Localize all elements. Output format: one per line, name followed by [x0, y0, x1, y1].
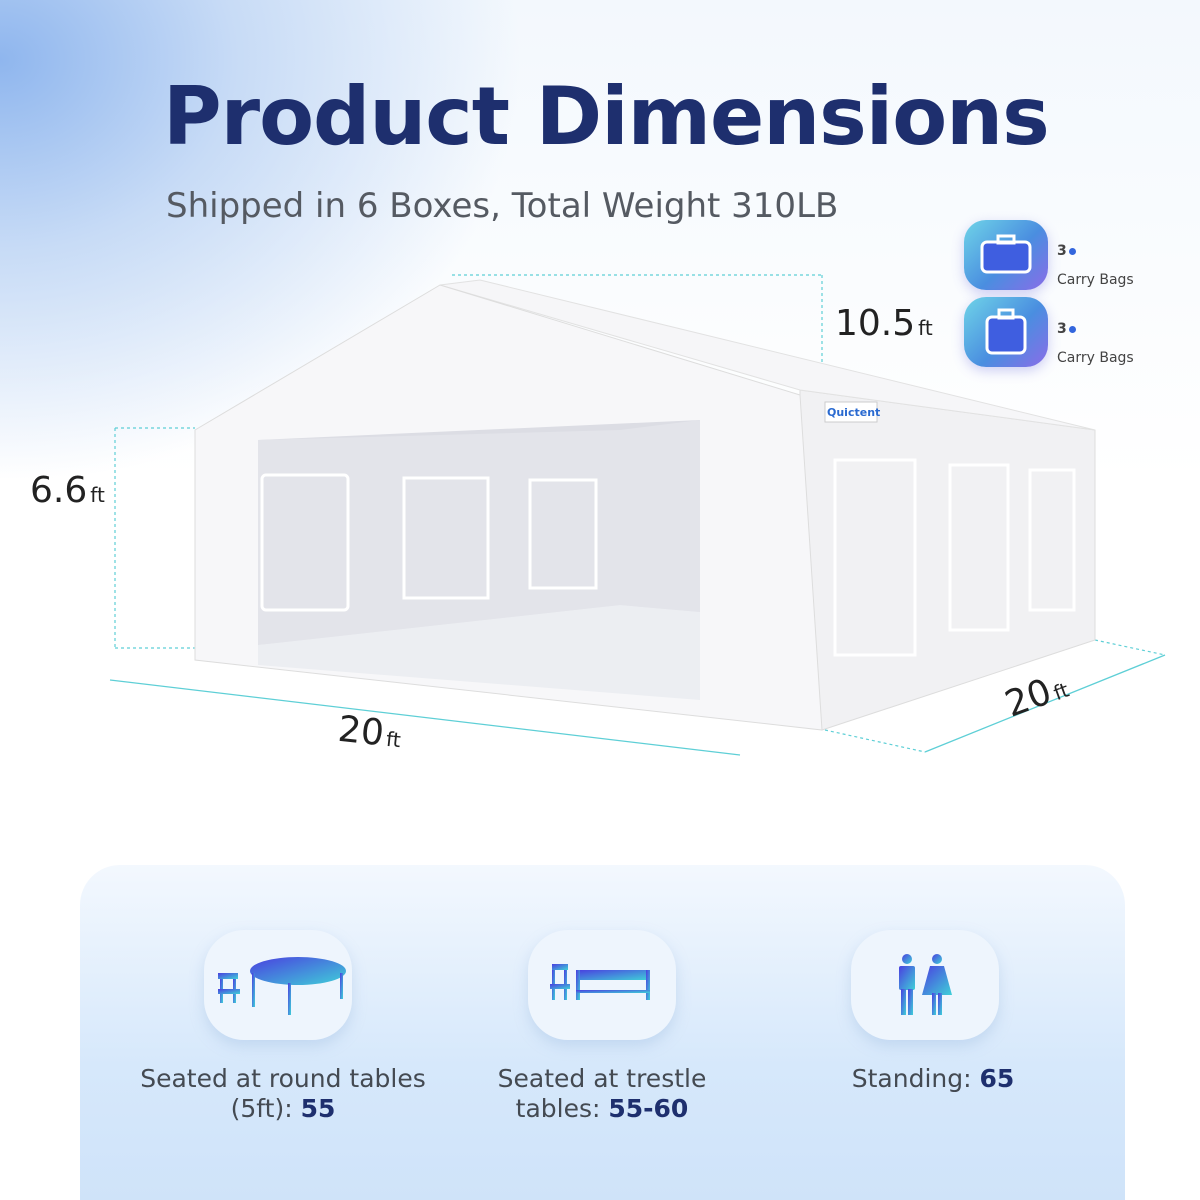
capacity-standing: Standing: 65	[851, 1064, 1015, 1093]
width-label: 20ft	[336, 708, 402, 755]
side-height-label: 6.6 ft	[30, 470, 105, 511]
round-table-chair-icon	[204, 930, 352, 1040]
standing-people-icon	[851, 930, 999, 1040]
inner-windows	[260, 473, 598, 612]
tent-illustration: Quictent	[109, 274, 1166, 756]
capacity-round-tables: Seated at round tables (5ft): 55	[140, 1064, 426, 1123]
measure-lines	[109, 654, 1166, 756]
duffel-bag-icon	[964, 220, 1048, 290]
shipping-subtitle: Shipped in 6 Boxes, Total Weight 310LB	[166, 186, 839, 226]
carry-bags-2: 3 Carry Bags	[1057, 321, 1134, 366]
capacity-trestle-tables: Seated at trestle tables: 55-60	[497, 1064, 707, 1123]
side-windows	[833, 458, 1076, 657]
page-title: Product Dimensions	[163, 70, 1050, 163]
brand-logo: Quictent	[827, 406, 880, 419]
peak-height-label: 10.5 ft	[835, 303, 933, 344]
trestle-table-chair-icon	[528, 930, 676, 1040]
suitcase-icon	[964, 297, 1048, 367]
carry-bags-1: 3 Carry Bags	[1057, 243, 1134, 288]
